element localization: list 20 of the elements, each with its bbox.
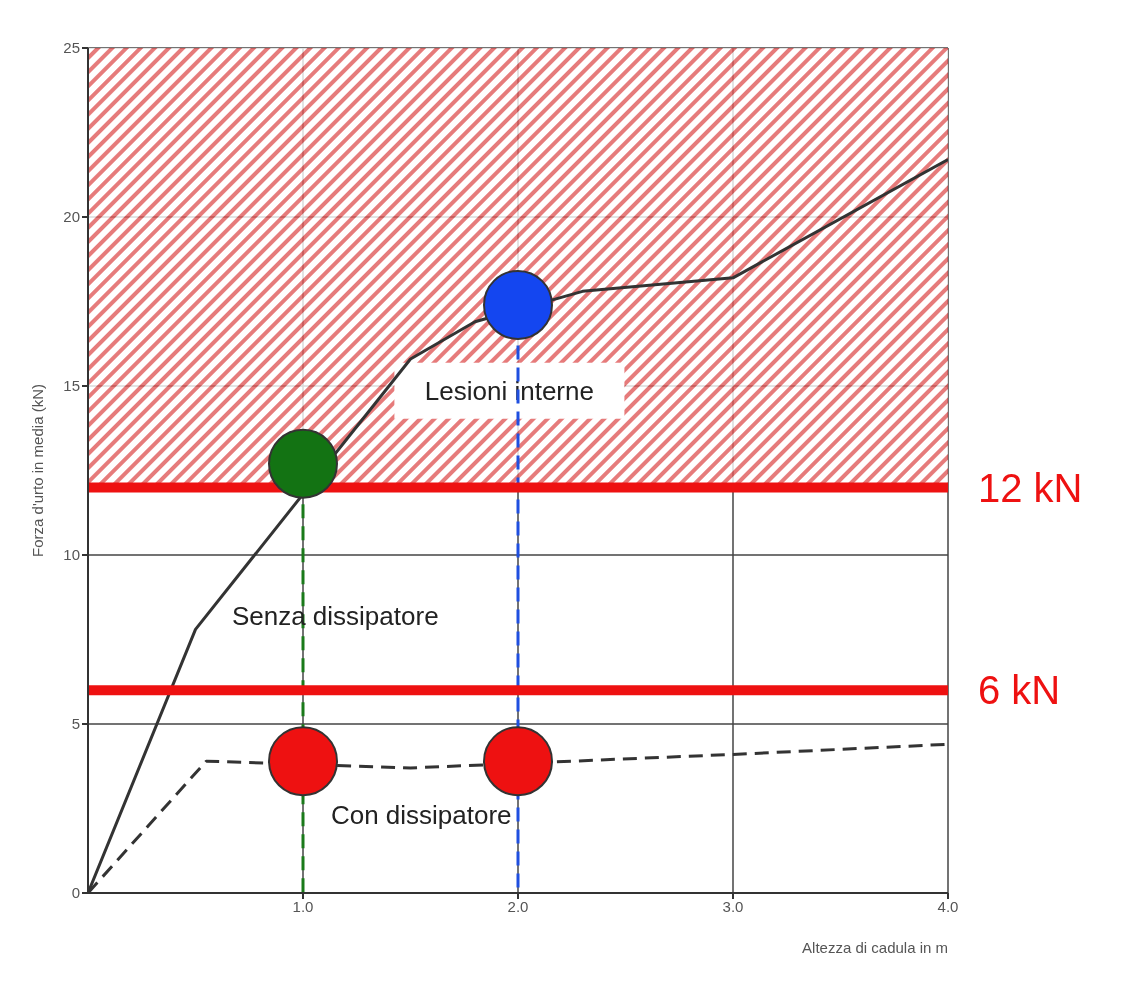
- point: [268, 428, 338, 499]
- y-tick-label: 5: [71, 715, 80, 733]
- band-label: Lesioni interne: [424, 375, 594, 406]
- x-tick-label: 2.0: [507, 897, 529, 915]
- y-tick-label: 25: [63, 39, 80, 57]
- x-tick-label: 1.0: [292, 897, 314, 915]
- y-tick-label: 10: [63, 546, 80, 564]
- ref-line-label: 12 kN: [978, 465, 1083, 510]
- x-tick-label: 4.0: [937, 897, 959, 915]
- y-axis-title: Forza d'urto in media (kN): [29, 384, 47, 557]
- x-axis-title: Altezza di cadula in m: [802, 939, 948, 956]
- ref-line-label: 6 kN: [978, 668, 1061, 713]
- point: [483, 269, 553, 340]
- y-tick-label: 15: [63, 377, 80, 395]
- y-tick-label: 0: [71, 884, 80, 902]
- point: [268, 726, 338, 797]
- point: [483, 726, 553, 797]
- x-tick-label: 3.0: [722, 897, 744, 915]
- y-tick-label: 20: [63, 208, 80, 226]
- series-label: Con dissipatore: [330, 800, 512, 831]
